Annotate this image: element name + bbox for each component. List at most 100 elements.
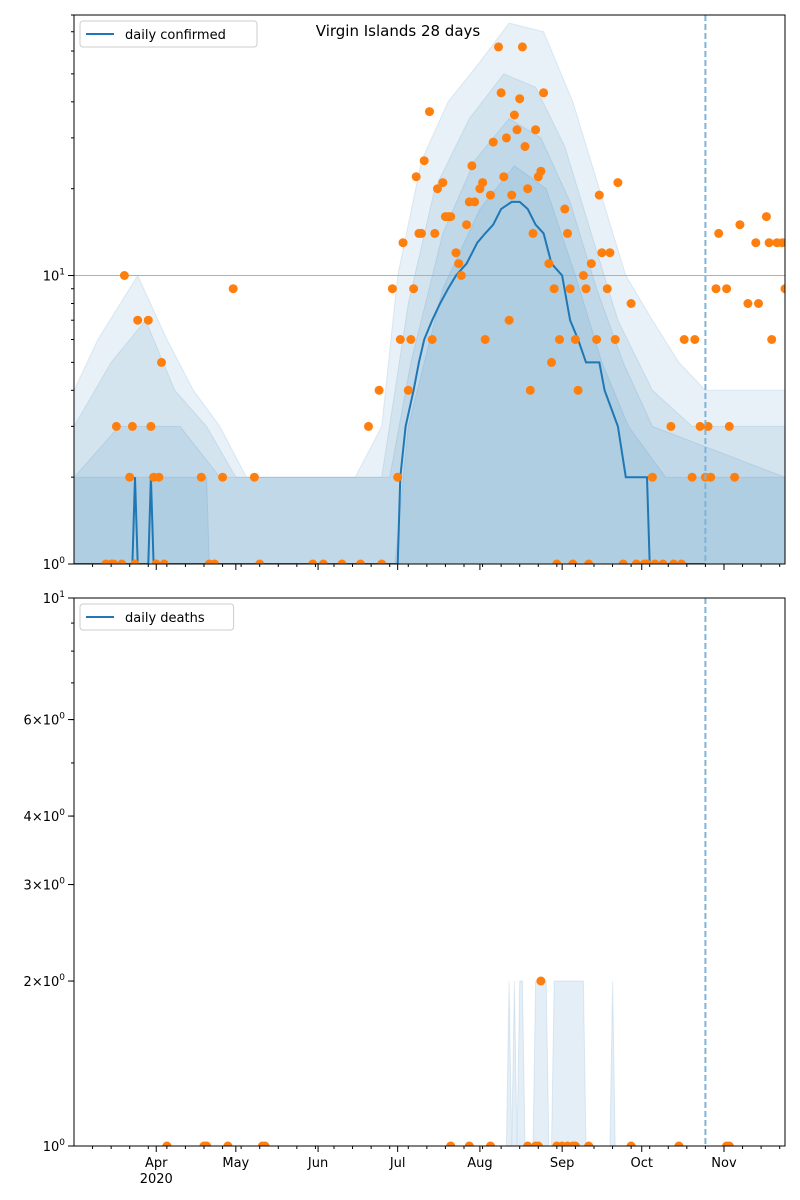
data-point: [218, 472, 228, 482]
data-point: [647, 472, 657, 482]
data-point: [406, 335, 416, 344]
data-point: [724, 1141, 734, 1146]
data-point: [626, 299, 636, 308]
data-point: [494, 42, 503, 52]
data-point: [565, 284, 575, 294]
legend-box: [79, 20, 258, 48]
data-point: [570, 1141, 580, 1146]
data-point: [451, 248, 461, 258]
data-point: [687, 472, 697, 482]
data-point: [547, 357, 556, 367]
data-point: [764, 238, 774, 248]
data-point: [743, 299, 753, 308]
data-point: [430, 228, 440, 238]
data-point: [387, 284, 397, 294]
data-point: [722, 284, 732, 294]
data-point: [533, 1141, 543, 1146]
series-line: [74, 200, 706, 564]
data-point: [364, 421, 373, 431]
data-point: [223, 1141, 233, 1146]
data-point: [377, 559, 387, 564]
data-point: [690, 335, 700, 344]
data-point: [499, 172, 509, 182]
confidence-band-0: [505, 980, 616, 1146]
data-point: [255, 559, 265, 564]
x-tick-label: Oct: [630, 1156, 652, 1171]
data-point: [563, 228, 572, 238]
x-tick-label: Sep: [550, 1156, 575, 1171]
data-point: [679, 335, 689, 344]
data-point: [711, 284, 721, 294]
data-point: [308, 559, 318, 564]
legend-label: daily deaths: [125, 611, 205, 626]
data-point: [592, 335, 602, 344]
confidence-band-1: [74, 73, 785, 564]
data-point: [480, 335, 490, 344]
data-point: [669, 559, 679, 564]
data-point: [486, 1141, 495, 1146]
data-point: [584, 559, 594, 564]
data-point: [157, 357, 166, 367]
data-point: [417, 228, 426, 238]
legend-box: [79, 603, 235, 631]
data-point: [467, 161, 477, 171]
data-point: [427, 335, 437, 344]
data-point: [462, 220, 472, 230]
data-point: [520, 142, 530, 151]
data-point: [438, 178, 448, 188]
data-point: [504, 315, 514, 325]
data-point: [509, 110, 519, 120]
data-point: [695, 421, 705, 431]
data-point: [531, 125, 541, 135]
data-point: [249, 472, 259, 482]
data-point: [597, 248, 607, 258]
data-point: [411, 172, 421, 182]
data-point: [536, 976, 546, 986]
data-point: [228, 284, 238, 294]
data-point: [488, 137, 498, 147]
data-point: [125, 472, 135, 482]
data-point: [650, 559, 660, 564]
data-point: [260, 1141, 270, 1146]
data-point: [196, 472, 206, 482]
y-tick-label: 101: [43, 590, 65, 607]
data-point: [425, 107, 434, 117]
y-tick-label: 6×100: [24, 712, 66, 729]
data-point: [536, 166, 546, 176]
plot-area: [162, 976, 734, 1146]
data-point: [517, 42, 527, 52]
legend: daily confirmed: [79, 20, 258, 48]
data-point: [560, 204, 570, 214]
data-point: [409, 284, 419, 294]
data-point: [154, 472, 164, 482]
data-point: [456, 271, 466, 280]
data-point: [486, 190, 495, 200]
data-point: [578, 271, 588, 280]
data-point: [735, 220, 745, 230]
x-tick-label: Nov: [711, 1156, 737, 1171]
data-point: [610, 335, 620, 344]
data-point: [570, 335, 580, 344]
confidence-band-3: [74, 165, 785, 564]
data-point: [761, 212, 771, 222]
data-point: [470, 197, 480, 207]
data-point: [117, 559, 127, 564]
data-point: [159, 559, 169, 564]
legend: daily deaths: [79, 603, 235, 631]
data-point: [528, 228, 538, 238]
data-point: [730, 472, 740, 482]
data-point: [356, 559, 365, 564]
data-point: [109, 559, 119, 564]
y-tick-label: 100: [43, 1138, 66, 1155]
data-point: [777, 238, 785, 248]
data-point: [515, 94, 525, 104]
data-point: [605, 248, 615, 258]
data-point: [395, 335, 405, 344]
x-tick-label: Jun: [307, 1156, 328, 1171]
data-point: [581, 284, 591, 294]
data-point: [202, 1141, 212, 1146]
x-tick-label: Apr: [145, 1156, 168, 1171]
chart-title: Virgin Islands 28 days: [316, 22, 481, 40]
